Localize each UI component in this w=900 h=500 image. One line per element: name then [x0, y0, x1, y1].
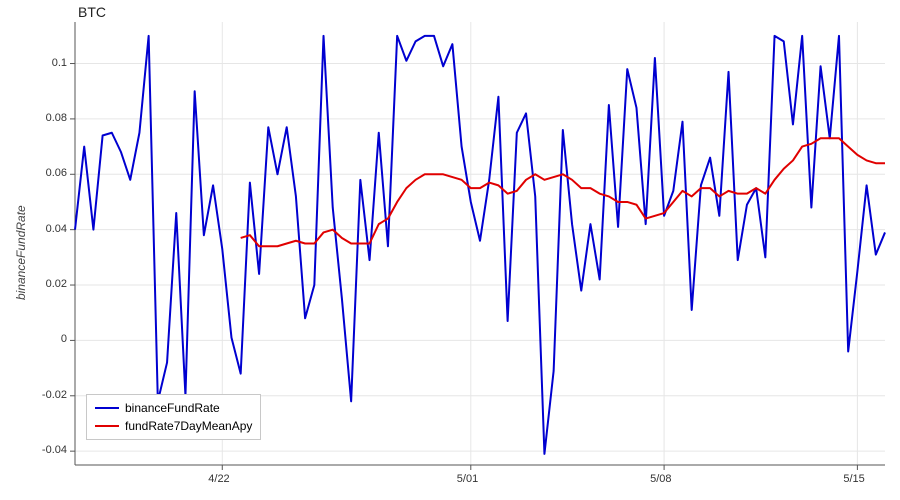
y-tick-label: 0.06	[17, 167, 67, 179]
legend-item: fundRate7DayMeanApy	[95, 417, 252, 435]
chart-container: BTC binanceFundRate -0.04-0.0200.020.040…	[0, 0, 900, 500]
legend-swatch	[95, 407, 119, 409]
y-tick-label: 0.1	[17, 57, 67, 69]
legend: binanceFundRate fundRate7DayMeanApy	[86, 394, 261, 440]
x-tick-label: 5/15	[843, 473, 864, 485]
x-tick-label: 5/08	[650, 473, 671, 485]
y-tick-label: -0.04	[17, 444, 67, 456]
x-tick-label: 4/22	[208, 473, 229, 485]
legend-item: binanceFundRate	[95, 399, 252, 417]
y-tick-label: 0.04	[17, 223, 67, 235]
y-tick-label: 0	[17, 333, 67, 345]
x-tick-label: 5/01	[457, 473, 478, 485]
legend-label: fundRate7DayMeanApy	[125, 419, 252, 433]
y-tick-label: 0.08	[17, 112, 67, 124]
legend-label: binanceFundRate	[125, 401, 220, 415]
legend-swatch	[95, 425, 119, 427]
y-tick-label: 0.02	[17, 278, 67, 290]
y-tick-label: -0.02	[17, 389, 67, 401]
